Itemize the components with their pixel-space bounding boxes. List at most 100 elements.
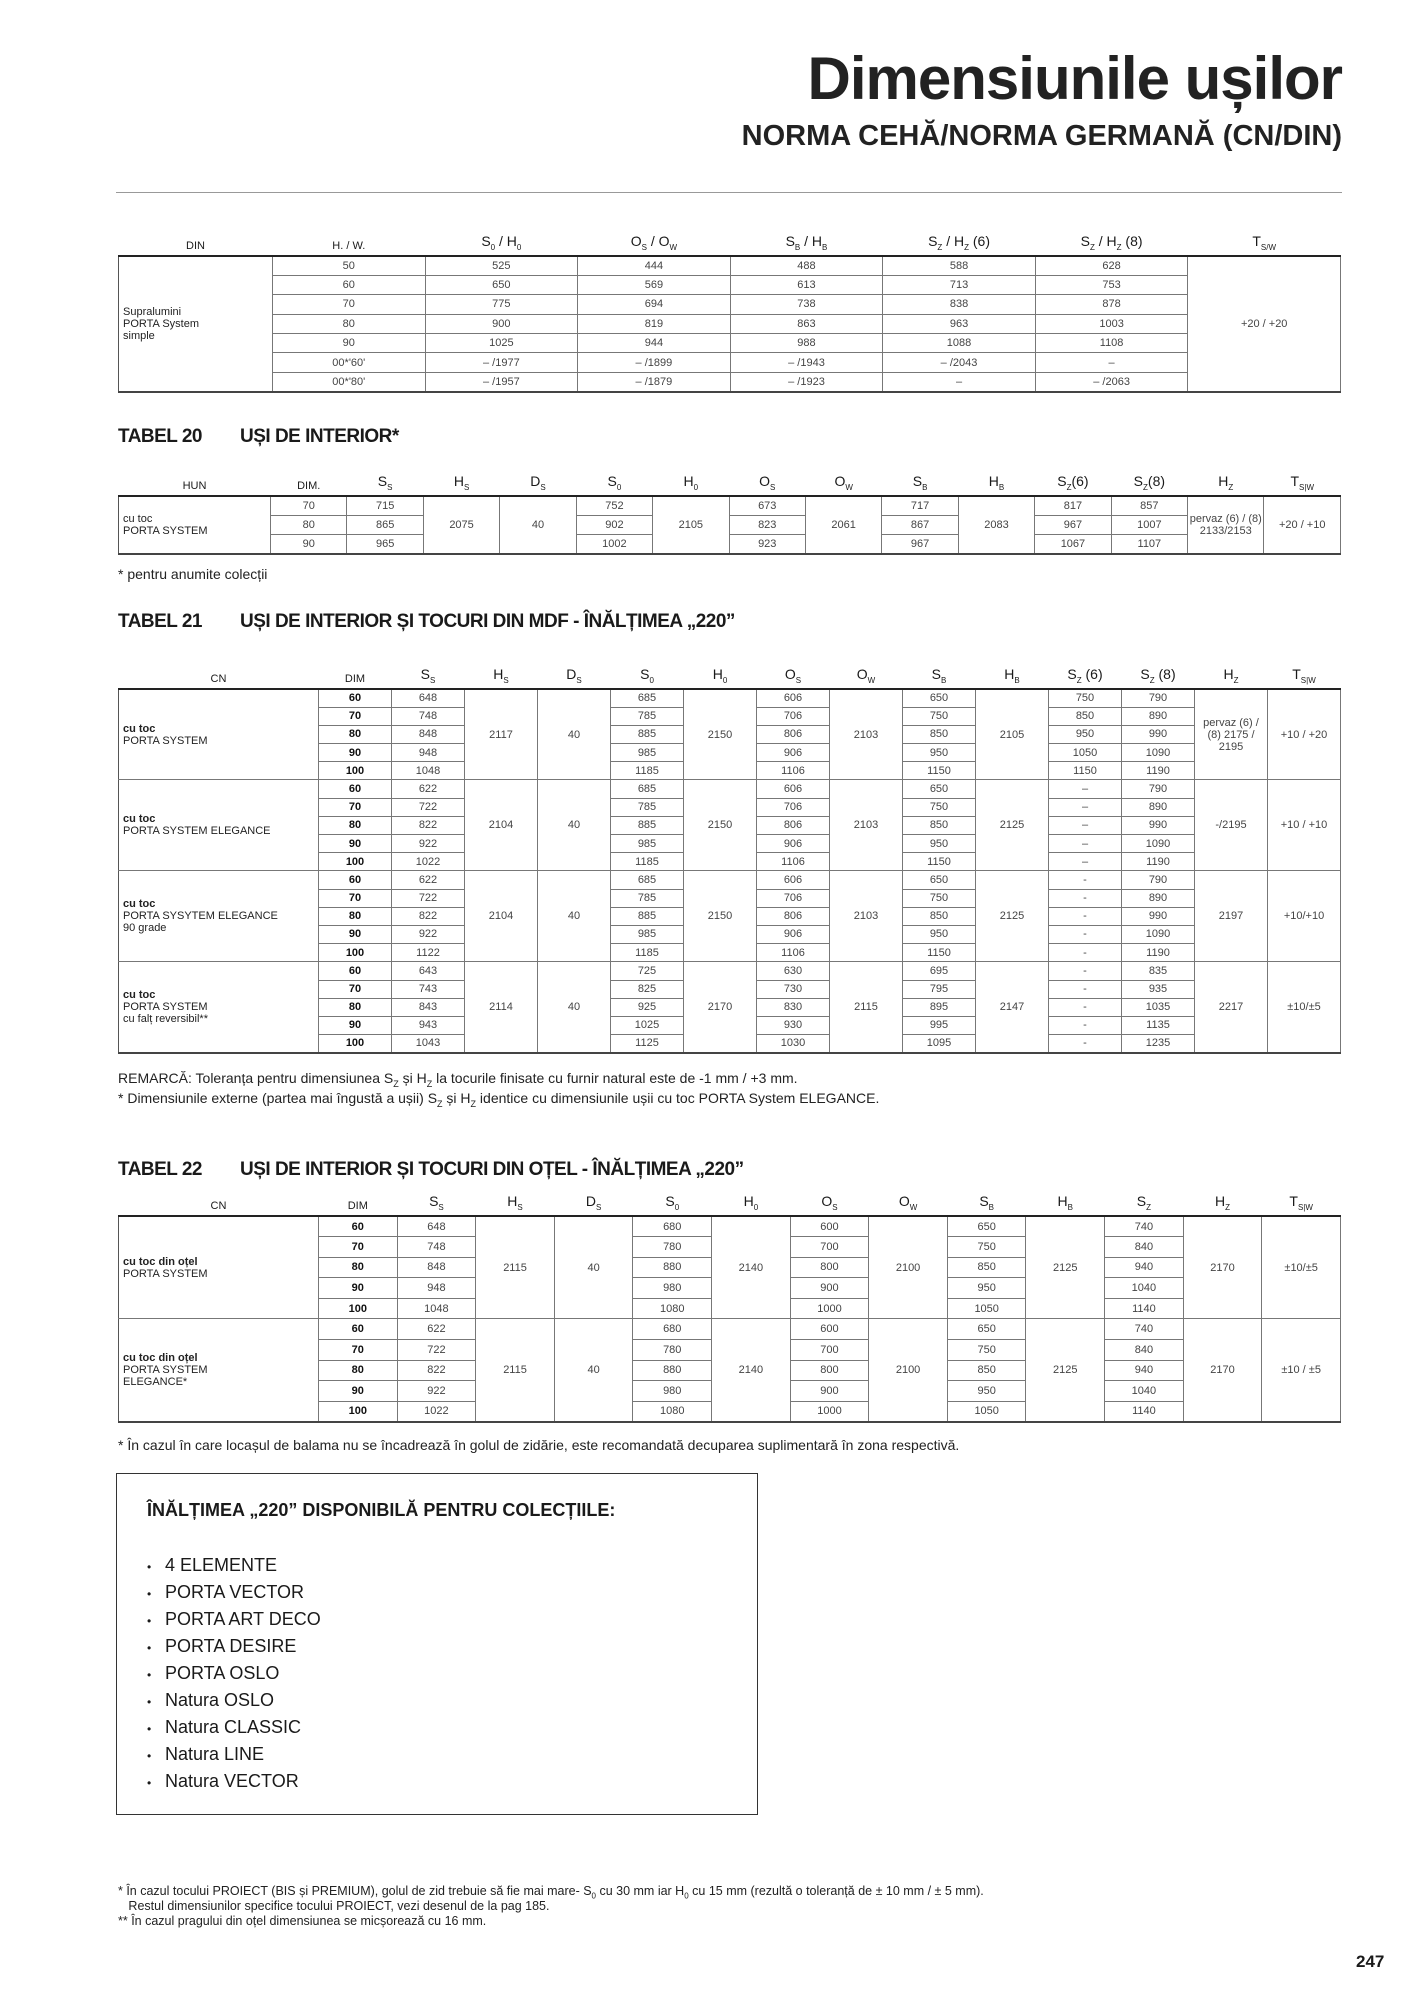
table-cell: 880 [632,1256,713,1279]
table-cell: 985 [610,833,684,854]
table-cell: 750 [1048,688,1122,708]
merged-cell: 40 [553,1215,634,1320]
column-header: OS [821,1193,838,1212]
table-row: 60 650 569 613 713 753 [119,274,1341,296]
table-cell: 1050 [946,1297,1027,1320]
table-header-row: CN DIM SS HS DS S0 H0 OS OW SB HB SZ HZ TS|W [119,1192,1341,1216]
table-cell: 1003 [1034,313,1189,335]
column-header: S0 [665,1193,680,1212]
table-row: 70 748 780 700 750 840 [119,1236,1341,1258]
list-item-label: Natura LINE [165,1744,265,1764]
table-row: 80 865 902 823 867 967 1007 [119,514,1341,536]
table-cell: 715 [346,495,424,516]
table-row: 80 822 885 806 850 –990 [119,815,1341,836]
table-cell: 1000 [789,1297,870,1320]
table-cell: 985 [610,743,684,763]
list-item: • Natura CLASSIC [147,1714,321,1741]
column-header: SZ(8) [1133,473,1166,492]
table-20-note: * pentru anumite colecții [118,566,268,582]
table-20: HUN DIM. SS HS DS S0 H0 OS OW SB HB SZ(6) SZ(8) HZ TS|… [118,472,1341,555]
merged-cell: 2125 [975,870,1049,963]
table-row: 100 1022 1185 1106 1150 –1190 [119,852,1341,872]
table-cell: 1122 [391,943,465,963]
merged-cell: 2103 [829,779,903,872]
merged-cell: pervaz (6) / (8) 2133/2153 [1187,495,1265,555]
table-cell: – /1957 [424,371,579,393]
merged-cell: 2140 [711,1318,791,1423]
table-cell: 722 [396,1339,477,1361]
table-cell: 753 [1034,274,1189,296]
merged-cell: +10/+10 [1267,870,1341,963]
column-header: OW [856,666,876,685]
table-cell: 673 [728,495,806,516]
table-cell: 880 [632,1359,713,1382]
table-cell: 1090 [1121,833,1195,854]
footnote-1: * În cazul tocului PROIECT (BIS și PREMI… [118,1884,984,1901]
table-21-footnote: * Dimensiunile externe (partea mai îngus… [118,1090,880,1109]
table-cell: 628 [1034,255,1189,276]
merged-cell: 40 [537,961,611,1054]
table-row: 100 1048 1185 1106 1150 1150 1190 [119,761,1341,781]
table-cell: 865 [346,514,424,536]
table-cell: 940 [1104,1256,1184,1279]
table-cell: 1140 [1104,1297,1184,1320]
table-cell: 444 [577,255,731,276]
table-cell: 70 [318,1339,398,1361]
collections-box: ÎNĂLȚIMEA „220” DISPONIBILĂ PENTRU COLEC… [116,1473,758,1815]
table-cell: 50 [272,255,426,276]
table-cell: 100 [318,1034,392,1054]
table-21-title: TABEL 21 UȘI DE INTERIOR ȘI TOCURI DIN MD… [118,611,735,633]
table-cell: 1043 [391,1034,465,1054]
merged-cell: 2104 [464,779,538,872]
table-cell: 965 [346,534,424,555]
merged-cell: 2115 [829,961,903,1054]
column-header: DIN [186,240,205,252]
table-22-note: * În cazul în care locașul de balama nu … [118,1437,960,1453]
table-cell: – /1943 [729,352,884,373]
table-cell: 823 [728,514,806,536]
table-cell: 1022 [391,852,465,872]
table-cell: 1040 [1104,1277,1184,1299]
table-cell: 1150 [1048,761,1122,781]
table-cell: 70 [318,797,392,817]
table-row: 80 822 885 806 850 -990 [119,906,1341,926]
table-cell: 980 [632,1277,713,1299]
footnote-2: ** În cazul pragului din oțel dimensiune… [118,1914,487,1928]
table-cell: 740 [1104,1215,1184,1238]
table-cell: 80 [269,514,348,536]
table-cell: 90 [269,534,348,555]
table-cell: 848 [391,724,465,745]
list-item: • PORTA ART DECO [147,1606,321,1633]
row-group-label: cu toc PORTA SYSTEM [118,688,319,781]
table-cell: 906 [756,743,830,763]
column-header: OW [898,1193,918,1212]
table-cell: 944 [577,333,731,354]
column-header: DIM. [297,480,321,492]
table-cell: 588 [882,255,1036,276]
table-cell: 785 [610,706,684,726]
table-row: 90 948 985 906 950 1050 1090 [119,743,1341,763]
table-cell: 878 [1034,294,1189,315]
table-heading: UȘI DE INTERIOR ȘI TOCURI DIN MDF - ÎNĂL… [240,611,735,632]
merged-cell: ±10 / ±5 [1261,1318,1341,1423]
table-cell: 1185 [610,943,684,963]
table-cell: 1048 [391,761,465,781]
table-cell: 922 [391,924,465,945]
column-header: TS|W [1289,1193,1313,1212]
page-title: Dimensiunile ușilor [807,45,1343,112]
table-cell: - [1048,906,1122,926]
table-cell: 1107 [1110,534,1189,555]
table-number: TABEL 21 [118,611,203,632]
table-cell: 90 [318,1380,398,1402]
merged-cell: 2125 [975,779,1049,872]
table-cell: – /1899 [577,352,731,373]
table-row: 100 1048 1080 1000 1050 1140 [119,1297,1341,1320]
table-cell: 1040 [1104,1380,1184,1402]
table-cell: 943 [391,1015,465,1036]
table-cell: 775 [424,294,579,315]
table-cell: 80 [318,1359,398,1382]
merged-cell: 2105 [975,688,1049,781]
merged-cell: 2114 [464,961,538,1054]
column-header: SS [377,473,393,492]
table-row: 70 748 785 706 750 850 890 [119,706,1341,726]
